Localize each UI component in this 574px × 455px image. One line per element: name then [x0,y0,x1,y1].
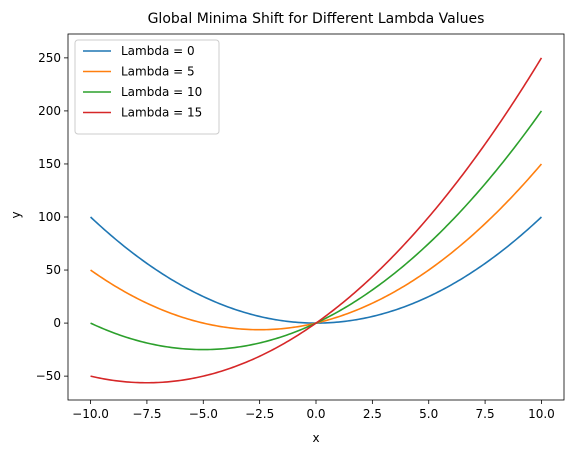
legend-label: Lambda = 10 [121,85,202,99]
y-tick-label: 100 [38,210,61,224]
ticks-layer: −10.0 −7.5 −5.0 −2.5 0.0 2.5 5.0 7.5 10.0 −50 0 50 1… [36,51,555,421]
y-tick-label: 0 [53,316,61,330]
x-tick-label: −5.0 [189,407,218,421]
x-tick-label: 2.5 [363,407,382,421]
x-tick-label: −2.5 [245,407,274,421]
x-tick-label: 5.0 [419,407,438,421]
legend-box [74,39,220,135]
legend-label: Lambda = 5 [121,65,195,79]
x-axis-label: x [312,431,319,445]
x-tick-label: −10.0 [72,407,109,421]
series-line-3 [90,57,543,384]
y-tick-label: 200 [38,104,61,118]
legend: Lambda = 0 Lambda = 5 Lambda = 10 Lambda = … [74,39,220,135]
y-tick-label: 150 [38,157,61,171]
chart-title: Global Minima Shift for Different Lambda… [148,11,485,27]
legend-label: Lambda = 15 [121,106,202,120]
x-tick-label: 10.0 [528,407,555,421]
legend-label: Lambda = 0 [121,44,195,58]
series-layer [90,57,543,384]
x-tick-label: −7.5 [132,407,161,421]
y-axis-label: y [9,211,23,218]
x-tick-label: 7.5 [476,407,495,421]
y-tick-label: 50 [46,263,61,277]
y-tick-label: 250 [38,51,61,65]
x-tick-label: 0.0 [306,407,325,421]
y-tick-label: −50 [36,369,61,383]
